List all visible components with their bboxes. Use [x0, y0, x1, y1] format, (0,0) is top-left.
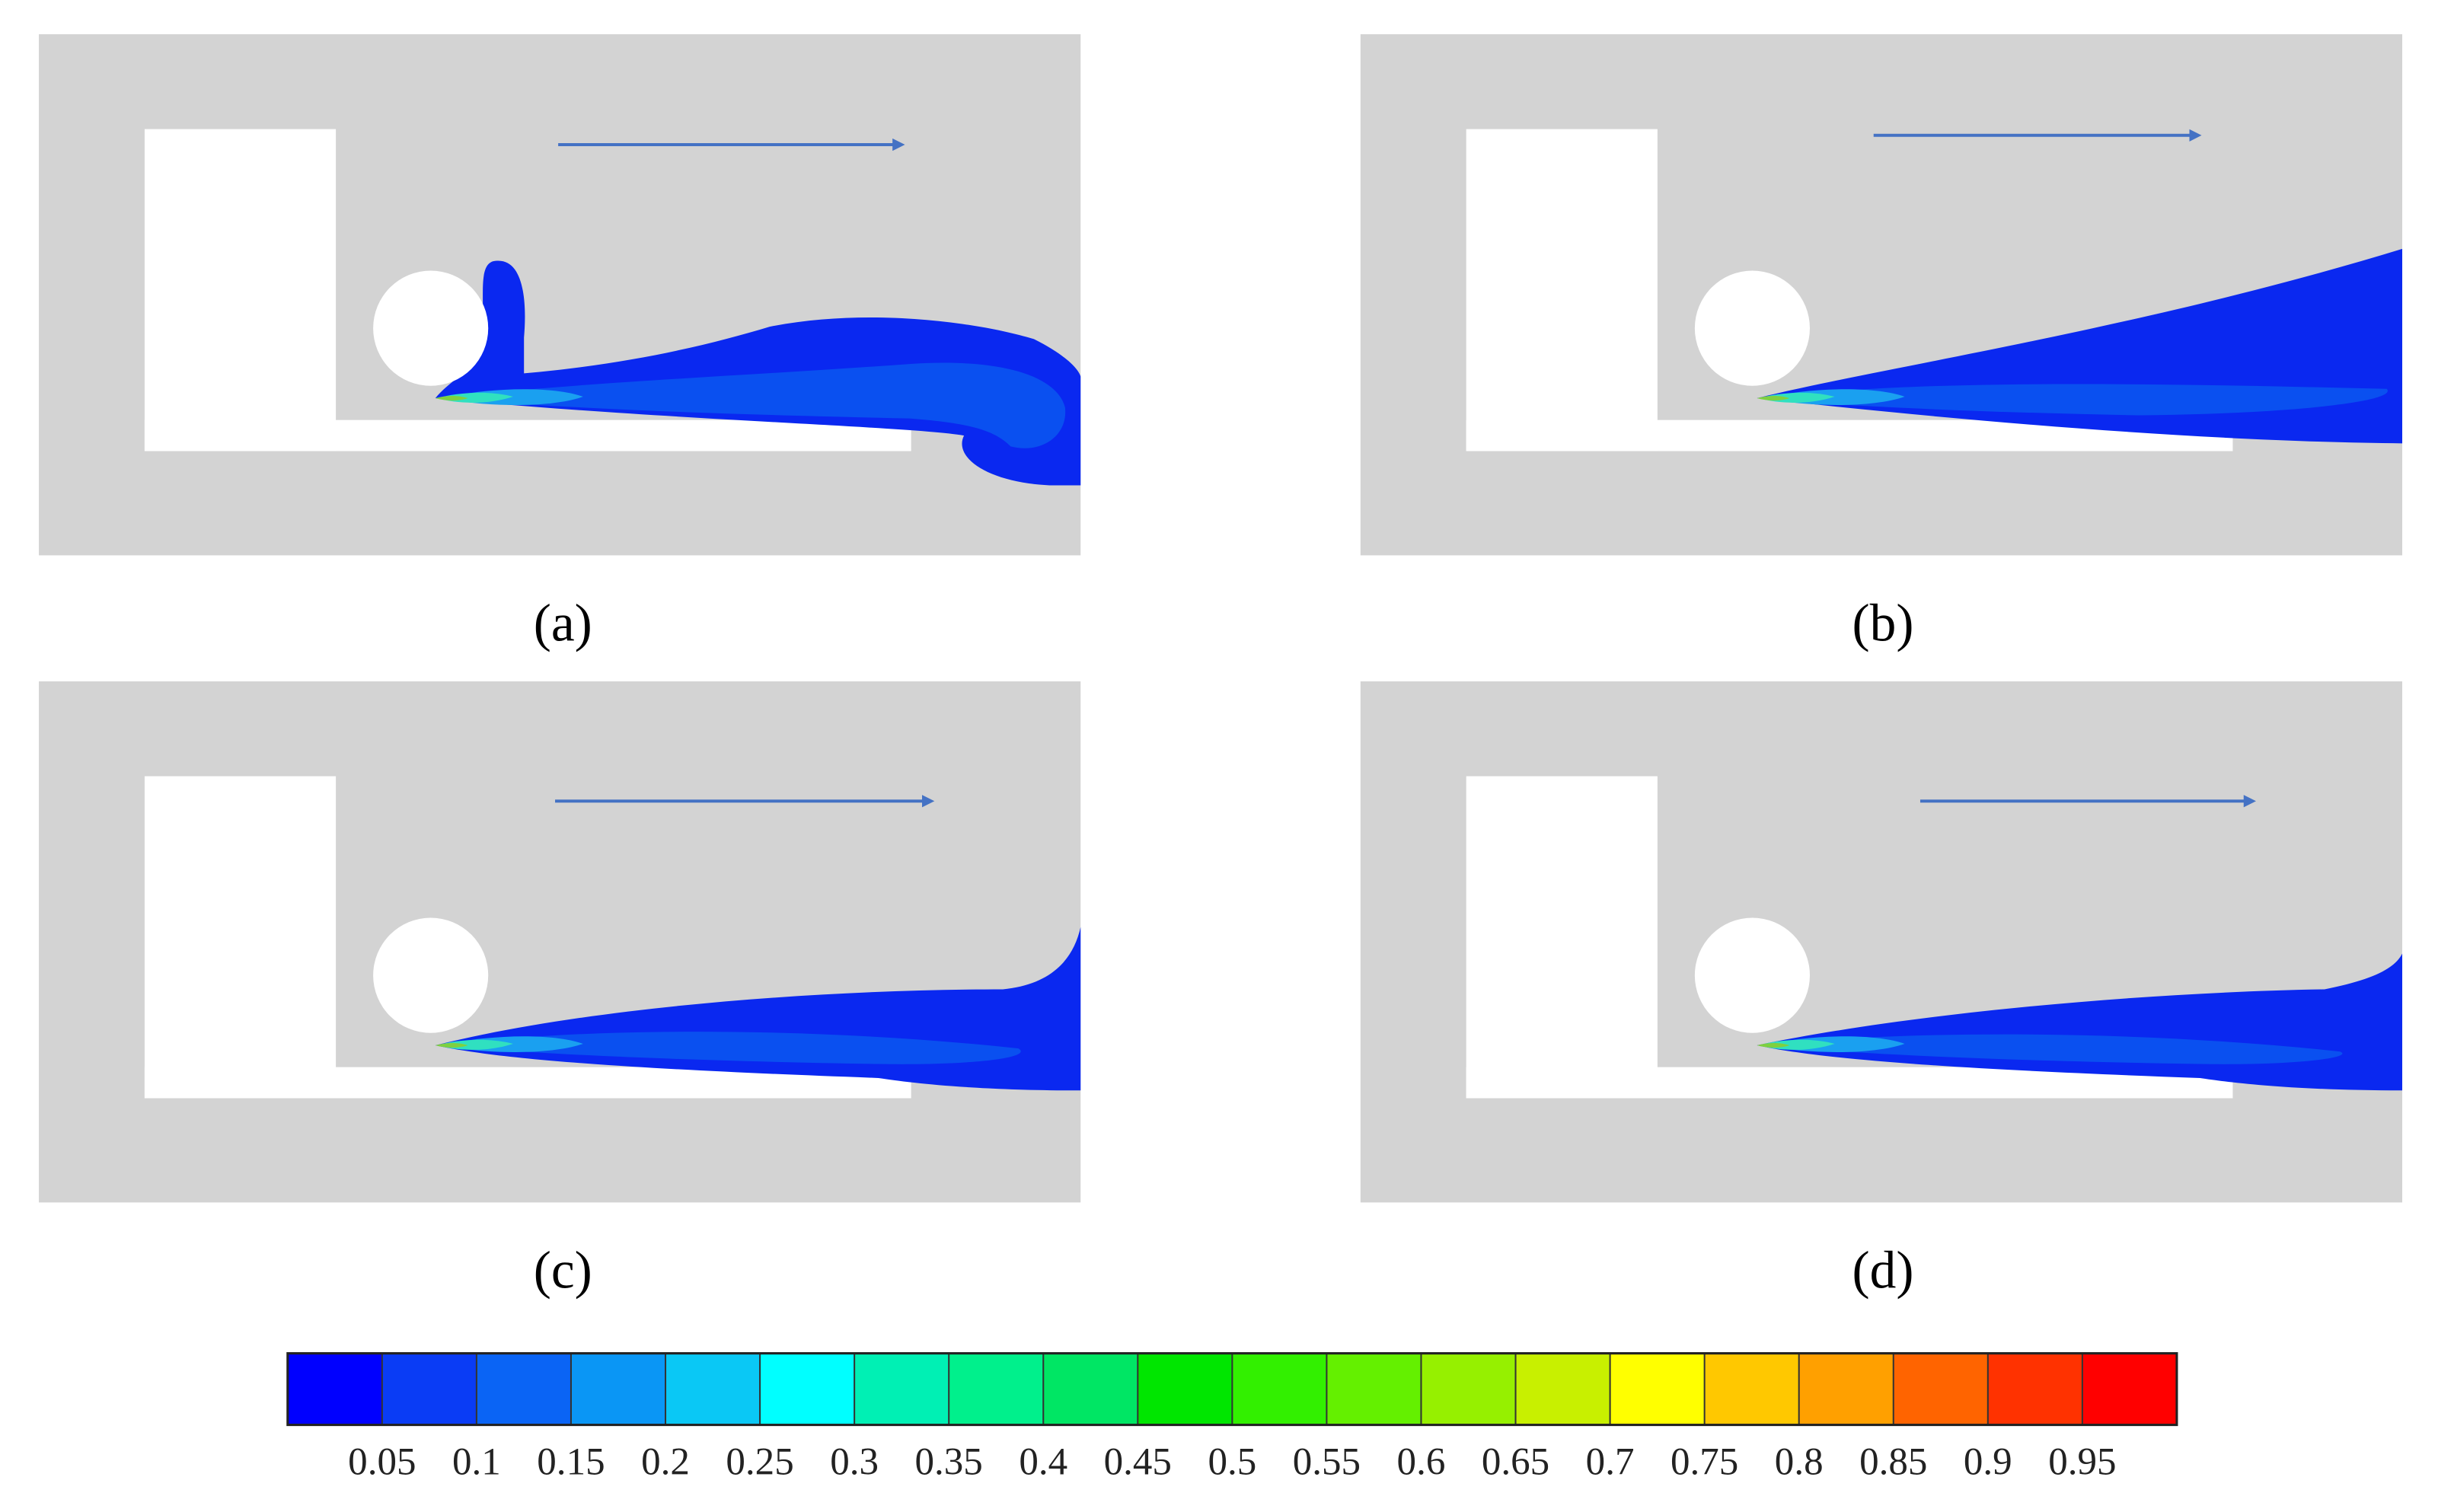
- color-swatch: [570, 1353, 666, 1425]
- color-swatch: [1326, 1353, 1422, 1425]
- tick-label: 0.95: [2048, 1440, 2116, 1483]
- panel-label: (a): [534, 594, 592, 652]
- color-swatch: [1987, 1353, 2082, 1425]
- color-swatch: [476, 1353, 571, 1425]
- colorbar-frame: [286, 1352, 2178, 1427]
- color-swatch: [1138, 1353, 1233, 1425]
- color-swatch: [287, 1353, 382, 1425]
- tick-label: 0.4: [1019, 1440, 1067, 1483]
- tick-label: 0.75: [1671, 1440, 1738, 1483]
- color-swatch: [1232, 1353, 1327, 1425]
- color-swatch: [381, 1353, 477, 1425]
- panel: [1360, 33, 2403, 556]
- color-swatch: [1515, 1353, 1610, 1425]
- color-swatch: [1798, 1353, 1894, 1425]
- panel-label: (d): [1852, 1241, 1914, 1300]
- tick-label: 0.5: [1208, 1440, 1256, 1483]
- color-swatch: [760, 1353, 855, 1425]
- color-swatch: [1610, 1353, 1705, 1425]
- color-swatch: [665, 1353, 761, 1425]
- tick-label: 0.05: [348, 1440, 416, 1483]
- tick-label: 0.2: [641, 1440, 690, 1483]
- tick-label: 0.65: [1482, 1440, 1549, 1483]
- panel: [1360, 681, 2403, 1203]
- tick-label: 0.7: [1586, 1440, 1635, 1483]
- color-swatch: [949, 1353, 1044, 1425]
- tick-label: 0.15: [537, 1440, 605, 1483]
- tick-label: 0.1: [452, 1440, 501, 1483]
- color-swatch: [854, 1353, 949, 1425]
- tick-label: 0.85: [1859, 1440, 1927, 1483]
- tick-label: 0.6: [1397, 1440, 1446, 1483]
- panel: [39, 681, 1081, 1203]
- color-swatch: [1421, 1353, 1516, 1425]
- tick-label: 0.45: [1104, 1440, 1172, 1483]
- color-swatch: [2082, 1353, 2177, 1425]
- tick-label: 0.8: [1775, 1440, 1824, 1483]
- color-swatch: [1893, 1353, 1988, 1425]
- color-swatch: [1043, 1353, 1138, 1425]
- tick-label: 0.25: [726, 1440, 793, 1483]
- panel-label: (b): [1852, 594, 1914, 652]
- tick-label: 0.35: [915, 1440, 983, 1483]
- color-swatch: [1704, 1353, 1799, 1425]
- tick-label: 0.55: [1293, 1440, 1361, 1483]
- panel-label: (c): [534, 1241, 592, 1300]
- panel: [39, 33, 1081, 556]
- tick-label: 0.3: [830, 1440, 879, 1483]
- tick-label: 0.9: [1964, 1440, 2012, 1483]
- colorbar: 0.05 0.1 0.15 0.2 0.25 0.3 0.35 0.4 0.45 0.5 0.55 0…: [286, 1352, 2178, 1483]
